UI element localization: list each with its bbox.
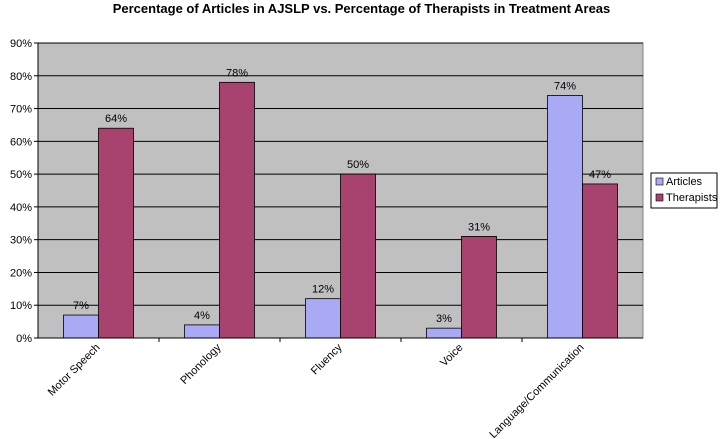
y-tick-label: 20% — [10, 267, 32, 279]
bar-articles — [547, 95, 583, 339]
bar-articles — [63, 314, 99, 339]
y-tick-label: 0% — [16, 333, 32, 345]
bar-therapists — [582, 183, 618, 339]
x-tick-label: Fluency — [309, 341, 345, 377]
bar-articles — [426, 327, 462, 339]
data-label: 3% — [436, 313, 452, 325]
x-tick-label: Language/Communication — [487, 342, 586, 439]
bar-therapists — [219, 81, 255, 339]
data-label: 78% — [226, 67, 248, 79]
y-tick-label: 60% — [10, 136, 32, 148]
legend-swatch-articles — [655, 177, 664, 186]
legend-label-therapists: Therapists — [666, 192, 718, 204]
x-tick-label: Motor Speech — [46, 342, 103, 399]
bar-therapists — [461, 235, 497, 339]
data-label: 12% — [312, 284, 334, 296]
data-label: 31% — [468, 221, 490, 233]
data-label: 47% — [589, 169, 611, 181]
bar-articles — [305, 298, 341, 339]
x-axis: Motor Speech Phonology Fluency Voice Languag… — [38, 337, 643, 439]
y-tick-label: 90% — [10, 38, 32, 50]
x-tick-label: Voice — [438, 342, 466, 370]
data-labels: 7% 64% 4% 78% 12% 50% 3% 31% 74% 47% — [73, 67, 611, 325]
x-tick-label: Phonology — [178, 341, 224, 387]
chart-title: Percentage of Articles in AJSLP vs. Perc… — [112, 1, 611, 16]
y-tick-label: 70% — [10, 104, 32, 116]
data-label: 64% — [105, 113, 127, 125]
legend-swatch-therapists — [655, 193, 664, 202]
y-tick-label: 80% — [10, 71, 32, 83]
legend: Articles Therapists — [650, 172, 718, 209]
y-tick-label: 30% — [10, 235, 32, 247]
data-label: 7% — [73, 300, 89, 312]
bars — [63, 81, 618, 339]
legend-label-articles: Articles — [666, 176, 703, 188]
bar-therapists — [98, 127, 134, 339]
data-label: 50% — [347, 159, 369, 171]
bar-therapists — [340, 173, 376, 339]
bar-articles — [184, 324, 220, 339]
y-tick-label: 50% — [10, 169, 32, 181]
data-label: 74% — [554, 80, 576, 92]
y-tick-label: 10% — [10, 300, 32, 312]
y-axis: 0% 10% 20% 30% 40% 50% 60% 70% 80% 90% — [10, 38, 39, 345]
y-tick-label: 40% — [10, 202, 32, 214]
data-label: 4% — [194, 310, 210, 322]
